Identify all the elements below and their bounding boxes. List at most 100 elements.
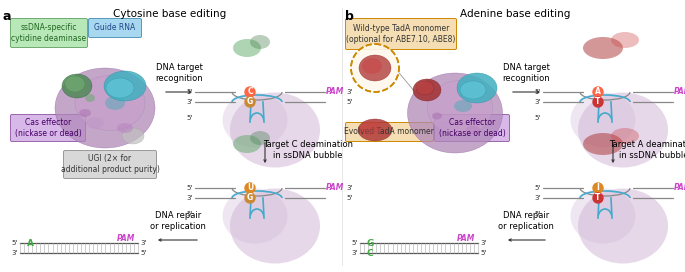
Ellipse shape (460, 81, 486, 99)
Text: T: T (595, 193, 601, 202)
Text: 3': 3' (346, 185, 352, 191)
Ellipse shape (359, 55, 391, 81)
Ellipse shape (466, 125, 480, 134)
Text: 3': 3' (346, 89, 352, 95)
Text: G: G (247, 97, 253, 107)
Text: 5': 5' (187, 185, 193, 191)
Text: U: U (247, 184, 253, 193)
Text: Guide RNA: Guide RNA (95, 23, 136, 32)
Text: 5': 5' (480, 250, 486, 256)
Text: 3': 3' (351, 250, 358, 256)
Ellipse shape (571, 188, 636, 243)
Text: A: A (27, 239, 34, 248)
Text: PAM: PAM (674, 88, 685, 97)
Circle shape (245, 87, 255, 97)
Text: 3': 3' (186, 195, 193, 201)
Ellipse shape (223, 92, 288, 147)
Text: PAM: PAM (674, 184, 685, 193)
Ellipse shape (117, 123, 133, 133)
Text: 3': 3' (534, 195, 541, 201)
Ellipse shape (122, 128, 144, 144)
FancyBboxPatch shape (10, 18, 88, 48)
Text: Cas effector
(nickase or dead): Cas effector (nickase or dead) (14, 118, 82, 138)
Text: UGI (2× for
additional product purity): UGI (2× for additional product purity) (60, 154, 160, 174)
Text: Target A deamination
in ssDNA bubble: Target A deamination in ssDNA bubble (609, 140, 685, 160)
Text: DNA repair
or replication: DNA repair or replication (498, 211, 554, 231)
Text: C: C (366, 249, 373, 258)
Text: G: G (247, 193, 253, 202)
Circle shape (245, 183, 255, 193)
Ellipse shape (86, 117, 104, 129)
Ellipse shape (457, 73, 497, 103)
Ellipse shape (583, 37, 623, 59)
Text: A: A (595, 88, 601, 97)
Ellipse shape (250, 35, 270, 49)
Text: ssDNA-specific
cytidine deaminase: ssDNA-specific cytidine deaminase (12, 23, 86, 43)
Text: 3': 3' (186, 99, 193, 105)
Text: 5': 5' (12, 240, 18, 246)
Ellipse shape (432, 113, 442, 119)
Circle shape (593, 87, 603, 97)
Ellipse shape (416, 81, 434, 95)
Text: 5': 5' (352, 240, 358, 246)
Text: 5': 5' (187, 115, 193, 121)
Text: 5': 5' (535, 211, 541, 217)
Text: DNA target
recognition: DNA target recognition (155, 63, 203, 83)
Text: Cytosine base editing: Cytosine base editing (114, 9, 227, 19)
Text: G: G (366, 239, 374, 248)
Ellipse shape (230, 92, 320, 168)
Text: 3': 3' (12, 250, 18, 256)
Text: PAM: PAM (457, 234, 475, 243)
Ellipse shape (408, 73, 503, 153)
Text: 5': 5' (140, 250, 147, 256)
Ellipse shape (578, 92, 668, 168)
Text: PAM: PAM (326, 184, 345, 193)
Circle shape (351, 44, 399, 92)
FancyBboxPatch shape (64, 150, 156, 178)
Ellipse shape (62, 74, 92, 98)
Text: 3': 3' (534, 99, 541, 105)
Text: T: T (595, 97, 601, 107)
Ellipse shape (79, 109, 91, 117)
Text: Evolved TadA monomer: Evolved TadA monomer (344, 128, 434, 137)
Text: 5': 5' (535, 115, 541, 121)
Ellipse shape (578, 188, 668, 264)
Text: Target C deamination
in ssDNA bubble: Target C deamination in ssDNA bubble (263, 140, 353, 160)
Ellipse shape (106, 78, 134, 98)
Text: 5': 5' (346, 99, 352, 105)
Ellipse shape (413, 79, 441, 101)
Text: 5': 5' (187, 211, 193, 217)
Text: PAM: PAM (117, 234, 135, 243)
Circle shape (245, 97, 255, 107)
Ellipse shape (358, 119, 392, 141)
Ellipse shape (611, 32, 639, 48)
FancyBboxPatch shape (10, 115, 86, 141)
Ellipse shape (55, 68, 155, 148)
Text: 5': 5' (535, 89, 541, 95)
Text: I: I (597, 184, 599, 193)
FancyBboxPatch shape (345, 122, 434, 141)
Text: Adenine base editing: Adenine base editing (460, 9, 570, 19)
Ellipse shape (85, 94, 95, 102)
FancyBboxPatch shape (88, 18, 142, 38)
Text: 3': 3' (140, 240, 147, 246)
Text: b: b (345, 10, 354, 23)
Ellipse shape (360, 121, 382, 135)
Text: 3': 3' (480, 240, 486, 246)
Ellipse shape (105, 96, 125, 110)
Circle shape (593, 193, 603, 203)
Ellipse shape (250, 131, 270, 145)
Circle shape (593, 183, 603, 193)
Ellipse shape (427, 81, 493, 135)
Ellipse shape (362, 58, 382, 74)
Ellipse shape (233, 39, 261, 57)
Text: DNA target
recognition: DNA target recognition (502, 63, 550, 83)
Ellipse shape (583, 133, 623, 155)
Circle shape (593, 97, 603, 107)
Text: DNA repair
or replication: DNA repair or replication (150, 211, 206, 231)
Text: 5': 5' (187, 89, 193, 95)
FancyBboxPatch shape (345, 18, 456, 50)
Ellipse shape (611, 128, 639, 144)
Text: a: a (3, 10, 12, 23)
Text: Wild-type TadA monomer
(optional for ABE7.10, ABE8): Wild-type TadA monomer (optional for ABE… (347, 24, 456, 44)
